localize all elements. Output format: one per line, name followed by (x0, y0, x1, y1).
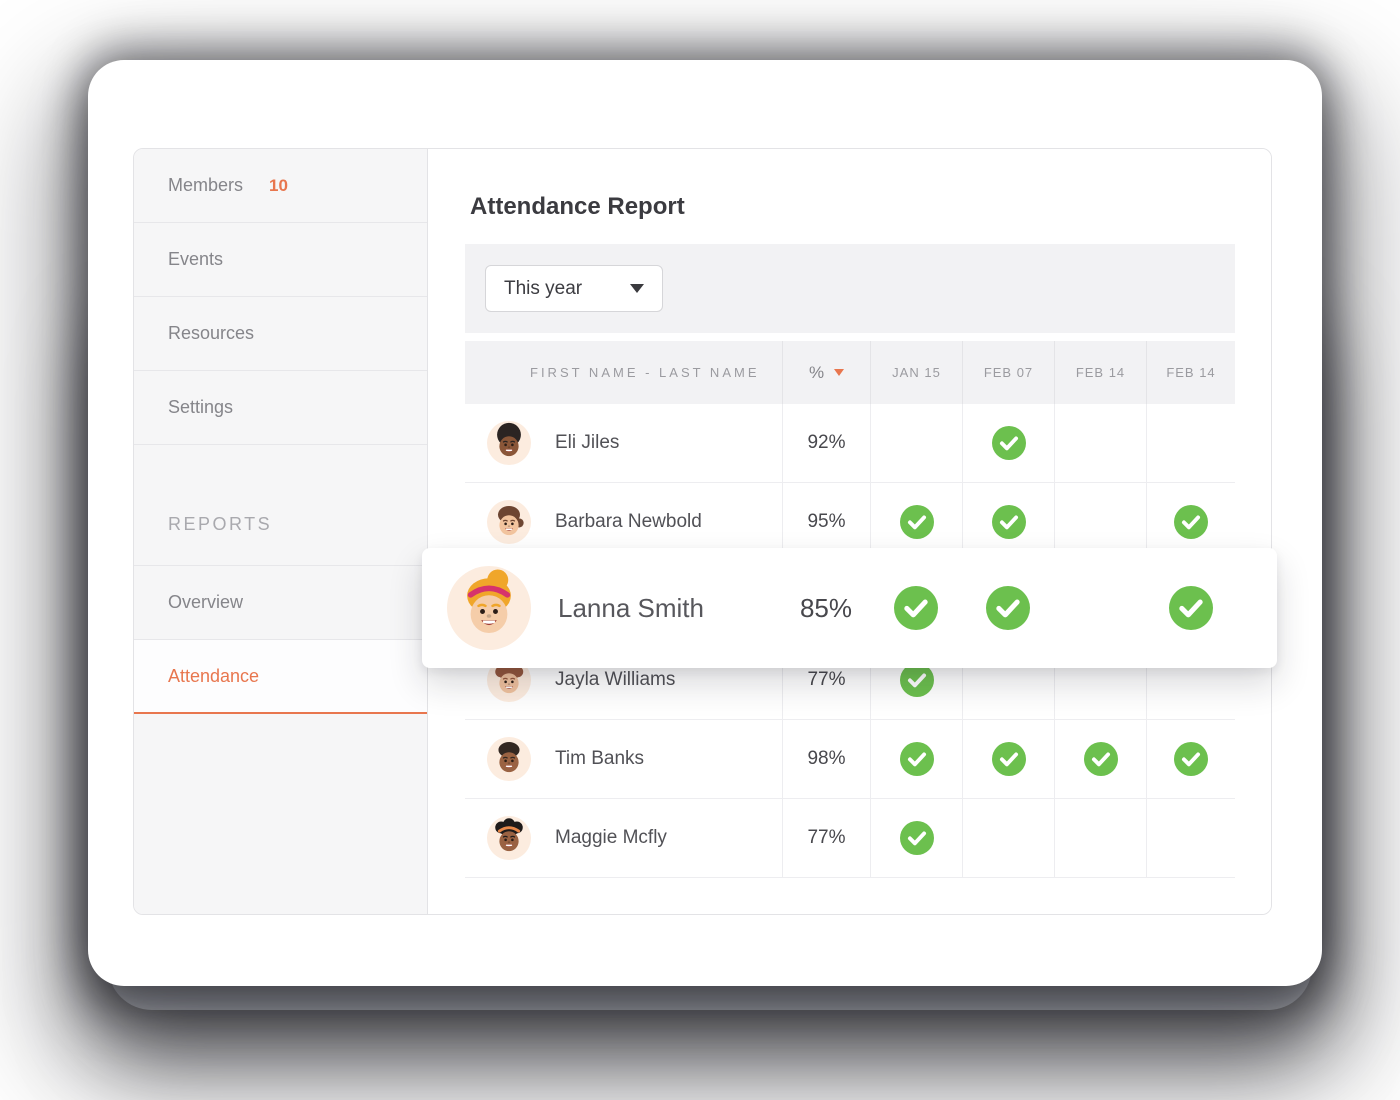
attendance-cell (870, 483, 962, 561)
attendance-cell (1054, 641, 1146, 719)
percent-cell: 98% (782, 720, 870, 798)
sidebar: Members 10 Events Resources Settings REP… (134, 149, 428, 914)
percent-cell: 77% (782, 799, 870, 877)
sort-desc-icon (834, 369, 845, 376)
member-name: Lanna Smith (558, 592, 704, 623)
filter-panel: This year (465, 244, 1235, 333)
attendance-table: FIRST NAME - LAST NAME % JAN 15 FEB 07 FEB… (465, 341, 1235, 878)
member-cell: Lanna Smith (447, 566, 782, 650)
check-icon (899, 821, 934, 855)
sidebar-item-label: Resources (168, 323, 255, 343)
col-header-date: FEB 14 (1146, 341, 1235, 404)
attendance-cell (962, 720, 1054, 798)
check-icon (986, 586, 1030, 630)
table-header-row: FIRST NAME - LAST NAME % JAN 15 FEB 07 FEB… (465, 341, 1235, 404)
attendance-cell (1146, 799, 1235, 877)
attendance-cell (962, 483, 1054, 561)
attendance-cell (962, 404, 1054, 482)
check-icon (899, 742, 934, 776)
content-frame: Members 10 Events Resources Settings REP… (133, 148, 1272, 915)
attendance-cell (870, 720, 962, 798)
percent-cell: 95% (782, 483, 870, 561)
col-header-date: FEB 14 (1054, 341, 1146, 404)
col-header-percent-sort[interactable]: % (782, 341, 870, 404)
chevron-down-icon (630, 284, 644, 293)
check-icon (991, 505, 1026, 539)
table-row-eli-jiles[interactable]: Eli Jiles 92% (465, 404, 1235, 483)
check-icon (1174, 505, 1208, 539)
sidebar-item-label: Events (168, 249, 224, 269)
table-row-maggie-mcfly[interactable]: Maggie Mcfly 77% (465, 799, 1235, 878)
check-icon (894, 586, 938, 630)
attendance-cell (962, 641, 1054, 719)
main-area: Attendance Report This year FIRST NAME -… (428, 149, 1271, 914)
attendance-cell (870, 404, 962, 482)
attendance-cell (1146, 404, 1235, 482)
col-header-name: FIRST NAME - LAST NAME (530, 365, 760, 380)
check-icon (1174, 742, 1208, 776)
avatar (487, 421, 531, 465)
table-row-tim-banks[interactable]: Tim Banks 98% (465, 720, 1235, 799)
member-count-badge: 10 (269, 175, 288, 195)
avatar (487, 737, 531, 781)
sidebar-item-events[interactable]: Events (134, 223, 427, 297)
sidebar-item-label: Overview (168, 592, 244, 612)
percent-cell: 77% (782, 641, 870, 719)
app-window: Members 10 Events Resources Settings REP… (88, 60, 1322, 986)
col-header-date: JAN 15 (870, 341, 962, 404)
attendance-cell (870, 641, 962, 719)
check-icon (1083, 742, 1118, 776)
check-icon (899, 663, 934, 697)
sidebar-item-label: Settings (168, 397, 234, 417)
member-cell: Maggie Mcfly (465, 799, 782, 877)
sidebar-item-overview[interactable]: Overview (134, 566, 427, 640)
member-name: Barbara Newbold (555, 511, 702, 532)
attendance-cell (1146, 641, 1235, 719)
percent-cell: 85% (799, 592, 853, 623)
member-name: Jayla Williams (555, 669, 676, 690)
attendance-cell (1146, 586, 1235, 630)
avatar (487, 500, 531, 544)
reports-section-label: REPORTS (134, 445, 427, 566)
member-cell: Eli Jiles (465, 404, 782, 482)
attendance-cell (1054, 720, 1146, 798)
sidebar-item-label: Members (168, 175, 244, 195)
member-name: Eli Jiles (555, 432, 620, 453)
attendance-cell (1146, 483, 1235, 561)
member-cell: Tim Banks (465, 720, 782, 798)
check-icon (991, 742, 1026, 776)
attendance-cell (870, 799, 962, 877)
check-icon (991, 426, 1026, 460)
col-header-date: FEB 07 (962, 341, 1054, 404)
highlighted-row-card[interactable]: Lanna Smith 85% (422, 548, 1277, 668)
sidebar-item-members[interactable]: Members 10 (134, 149, 427, 223)
avatar (447, 566, 531, 650)
check-icon (1168, 586, 1213, 630)
sidebar-item-attendance[interactable]: Attendance (134, 640, 427, 714)
date-range-dropdown[interactable]: This year (485, 265, 663, 312)
member-cell: Barbara Newbold (465, 483, 782, 561)
sidebar-filler (134, 714, 427, 914)
check-icon (899, 505, 934, 539)
attendance-cell (962, 586, 1054, 630)
percent-cell: 92% (782, 404, 870, 482)
attendance-cell (1146, 720, 1235, 798)
avatar (487, 816, 531, 860)
table-body: Eli Jiles 92% Barbara Newbold 95% (465, 404, 1235, 878)
attendance-cell (1054, 404, 1146, 482)
sidebar-item-settings[interactable]: Settings (134, 371, 427, 445)
attendance-cell (1054, 799, 1146, 877)
date-range-value: This year (504, 277, 583, 299)
attendance-cell (870, 586, 962, 630)
page-title: Attendance Report (470, 193, 685, 220)
attendance-cell (962, 799, 1054, 877)
attendance-cell (1054, 483, 1146, 561)
sidebar-item-label: Attendance (168, 665, 260, 686)
member-name: Maggie Mcfly (555, 827, 667, 848)
member-name: Tim Banks (555, 748, 645, 769)
sidebar-item-resources[interactable]: Resources (134, 297, 427, 371)
